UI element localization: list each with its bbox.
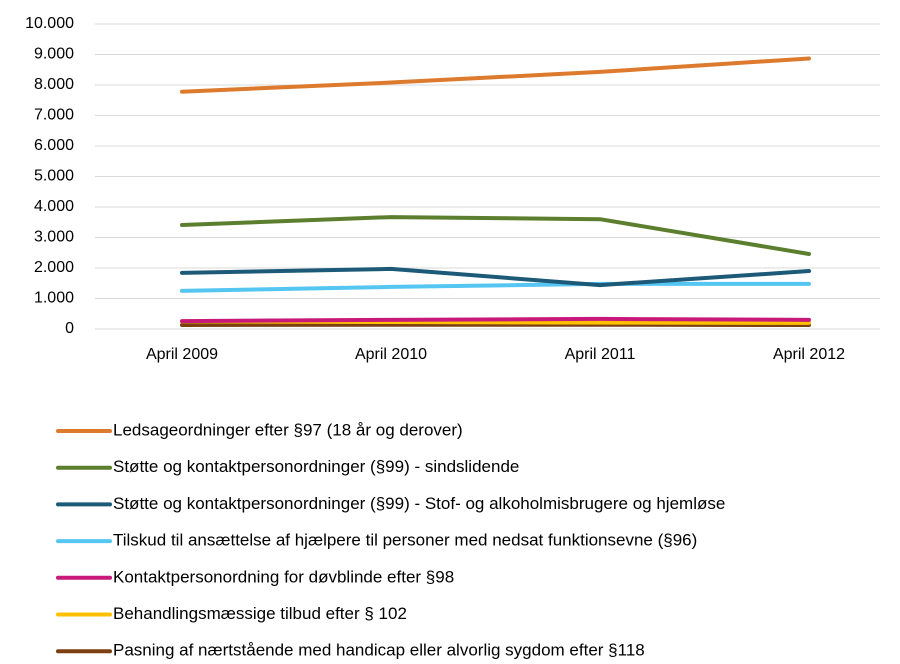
series-line — [180, 281, 811, 293]
y-tick-label: 6.000 — [34, 137, 74, 154]
y-tick-label: 10.000 — [25, 15, 74, 32]
y-tick-label: 1.000 — [34, 290, 74, 307]
series-line — [180, 316, 811, 324]
y-tick-label: 0 — [65, 320, 74, 337]
x-tick-label: April 2011 — [565, 346, 636, 363]
series-line — [180, 215, 811, 256]
y-tick-label: 9.000 — [34, 46, 74, 63]
legend-label: Støtte og kontaktpersonordninger (§99) -… — [113, 494, 725, 513]
y-tick-label: 5.000 — [34, 168, 74, 185]
legend-label: Støtte og kontaktpersonordninger (§99) -… — [113, 457, 519, 476]
y-tick-label: 3.000 — [34, 229, 74, 246]
x-tick-label: April 2010 — [355, 346, 427, 363]
legend-label: Pasning af nærtstående med handicap elle… — [113, 641, 645, 660]
y-tick-label: 2.000 — [34, 259, 74, 276]
y-tick-label: 8.000 — [34, 76, 74, 93]
x-tick-label: April 2009 — [146, 346, 218, 363]
series-line — [180, 266, 811, 288]
legend-label: Tilskud til ansættelse af hjælpere til p… — [113, 531, 697, 550]
series-line — [180, 56, 811, 94]
legend-label: Behandlingsmæssige tilbud efter § 102 — [113, 604, 407, 623]
legend-label: Kontaktpersonordning for døvblinde efter… — [113, 567, 454, 586]
y-tick-label: 4.000 — [34, 198, 74, 215]
x-tick-label: April 2012 — [773, 346, 845, 363]
legend-label: Ledsageordninger efter §97 (18 år og der… — [113, 420, 463, 439]
y-tick-label: 7.000 — [34, 107, 74, 124]
